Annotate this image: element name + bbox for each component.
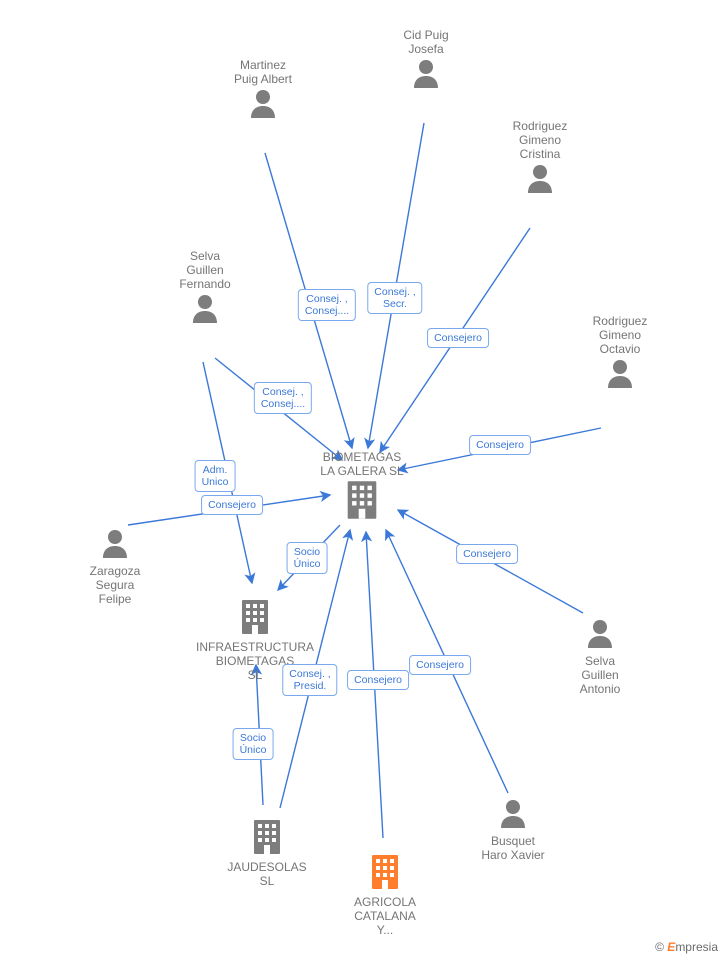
company-icon[interactable] xyxy=(242,600,268,634)
company-icon[interactable] xyxy=(254,820,280,854)
company-icon[interactable] xyxy=(372,855,398,889)
node-label: Martinez Puig Albert xyxy=(203,58,323,86)
node-label: Cid Puig Josefa xyxy=(366,28,486,56)
edge-label[interactable]: Socio Único xyxy=(287,542,328,574)
person-icon[interactable] xyxy=(501,800,525,828)
edge-label[interactable]: Consej. , Consej.... xyxy=(298,289,356,321)
person-icon[interactable] xyxy=(608,360,632,388)
node-label: Rodriguez Gimeno Octavio xyxy=(560,314,680,356)
node-label: Busquet Haro Xavier xyxy=(453,834,573,862)
node-selvaguillen[interactable]: Selva Guillen Fernando xyxy=(145,249,265,295)
node-rodcristina[interactable]: Rodriguez Gimeno Cristina xyxy=(480,119,600,165)
node-label: Selva Guillen Fernando xyxy=(145,249,265,291)
node-agricola[interactable]: AGRICOLA CATALANA Y... xyxy=(325,891,445,937)
edges-canvas xyxy=(0,0,728,960)
edge-label[interactable]: Consejero xyxy=(201,495,263,515)
node-label: Rodriguez Gimeno Cristina xyxy=(480,119,600,161)
edge-label[interactable]: Consejero xyxy=(409,655,471,675)
edge-label[interactable]: Consej. , Consej.... xyxy=(254,382,312,414)
person-icon[interactable] xyxy=(414,60,438,88)
center-company-icon[interactable] xyxy=(348,481,377,518)
node-rodoctavio[interactable]: Rodriguez Gimeno Octavio xyxy=(560,314,680,360)
person-icon[interactable] xyxy=(528,165,552,193)
copyright-symbol: © xyxy=(655,940,664,954)
person-icon[interactable] xyxy=(103,530,127,558)
edge-label[interactable]: Consejero xyxy=(456,544,518,564)
edge-label[interactable]: Consejero xyxy=(427,328,489,348)
edge-label[interactable]: Socio Único xyxy=(233,728,274,760)
edge-label[interactable]: Consej. , Presid. xyxy=(282,664,337,696)
node-selvaantonio[interactable]: Selva Guillen Antonio xyxy=(540,650,660,696)
edge-label[interactable]: Consejero xyxy=(347,670,409,690)
node-label: Zaragoza Segura Felipe xyxy=(55,564,175,606)
person-icon[interactable] xyxy=(588,620,612,648)
node-jaudesolas[interactable]: JAUDESOLAS SL xyxy=(207,856,327,888)
edge-label[interactable]: Adm. Unico xyxy=(195,460,236,492)
center-node-label[interactable]: BIOMETAGAS LA GALERA SL xyxy=(320,450,403,478)
node-cidpuig[interactable]: Cid Puig Josefa xyxy=(366,28,486,60)
edge-label[interactable]: Consejero xyxy=(469,435,531,455)
node-label: JAUDESOLAS SL xyxy=(207,860,327,888)
node-martinez[interactable]: Martinez Puig Albert xyxy=(203,58,323,90)
person-icon[interactable] xyxy=(251,90,275,118)
node-label: AGRICOLA CATALANA Y... xyxy=(325,895,445,937)
footer-credit: © Empresia xyxy=(655,940,718,954)
node-zaragoza[interactable]: Zaragoza Segura Felipe xyxy=(55,560,175,606)
edge-label[interactable]: Consej. , Secr. xyxy=(367,282,422,314)
person-icon[interactable] xyxy=(193,295,217,323)
logo-rest: mpresia xyxy=(675,940,718,954)
node-label: Selva Guillen Antonio xyxy=(540,654,660,696)
node-busquet[interactable]: Busquet Haro Xavier xyxy=(453,830,573,862)
